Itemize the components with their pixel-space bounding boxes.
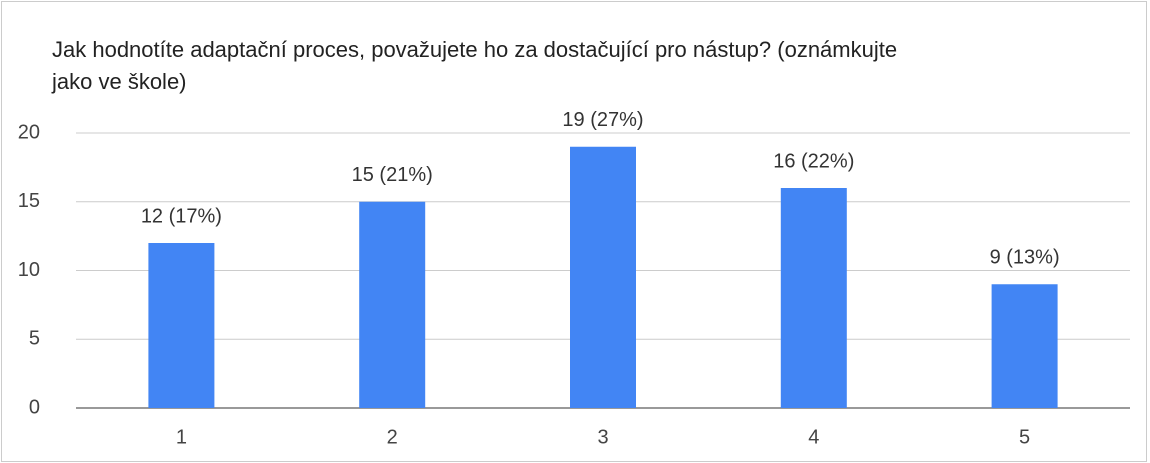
bar [780,188,847,408]
data-label: 12 (17%) [141,205,222,227]
bar [570,146,636,408]
bar [991,284,1058,408]
bar [359,201,426,408]
y-tick-label: 10 [18,259,40,281]
x-tick-label: 2 [387,426,398,448]
y-tick-label: 5 [29,328,40,350]
y-tick-label: 15 [18,190,40,212]
bar [148,243,215,408]
x-tick-label: 3 [597,426,608,448]
data-label: 9 (13%) [990,247,1060,269]
chart-title: Jak hodnotíte adaptační proces, považuje… [52,37,898,94]
data-label: 16 (22%) [773,150,854,172]
x-tick-label: 1 [176,426,187,448]
data-label: 19 (27%) [562,109,643,131]
y-tick-label: 0 [29,396,40,418]
y-tick-label: 20 [18,121,40,143]
data-label: 15 (21%) [352,164,433,186]
x-tick-label: 5 [1019,426,1030,448]
x-tick-label: 4 [808,426,819,448]
